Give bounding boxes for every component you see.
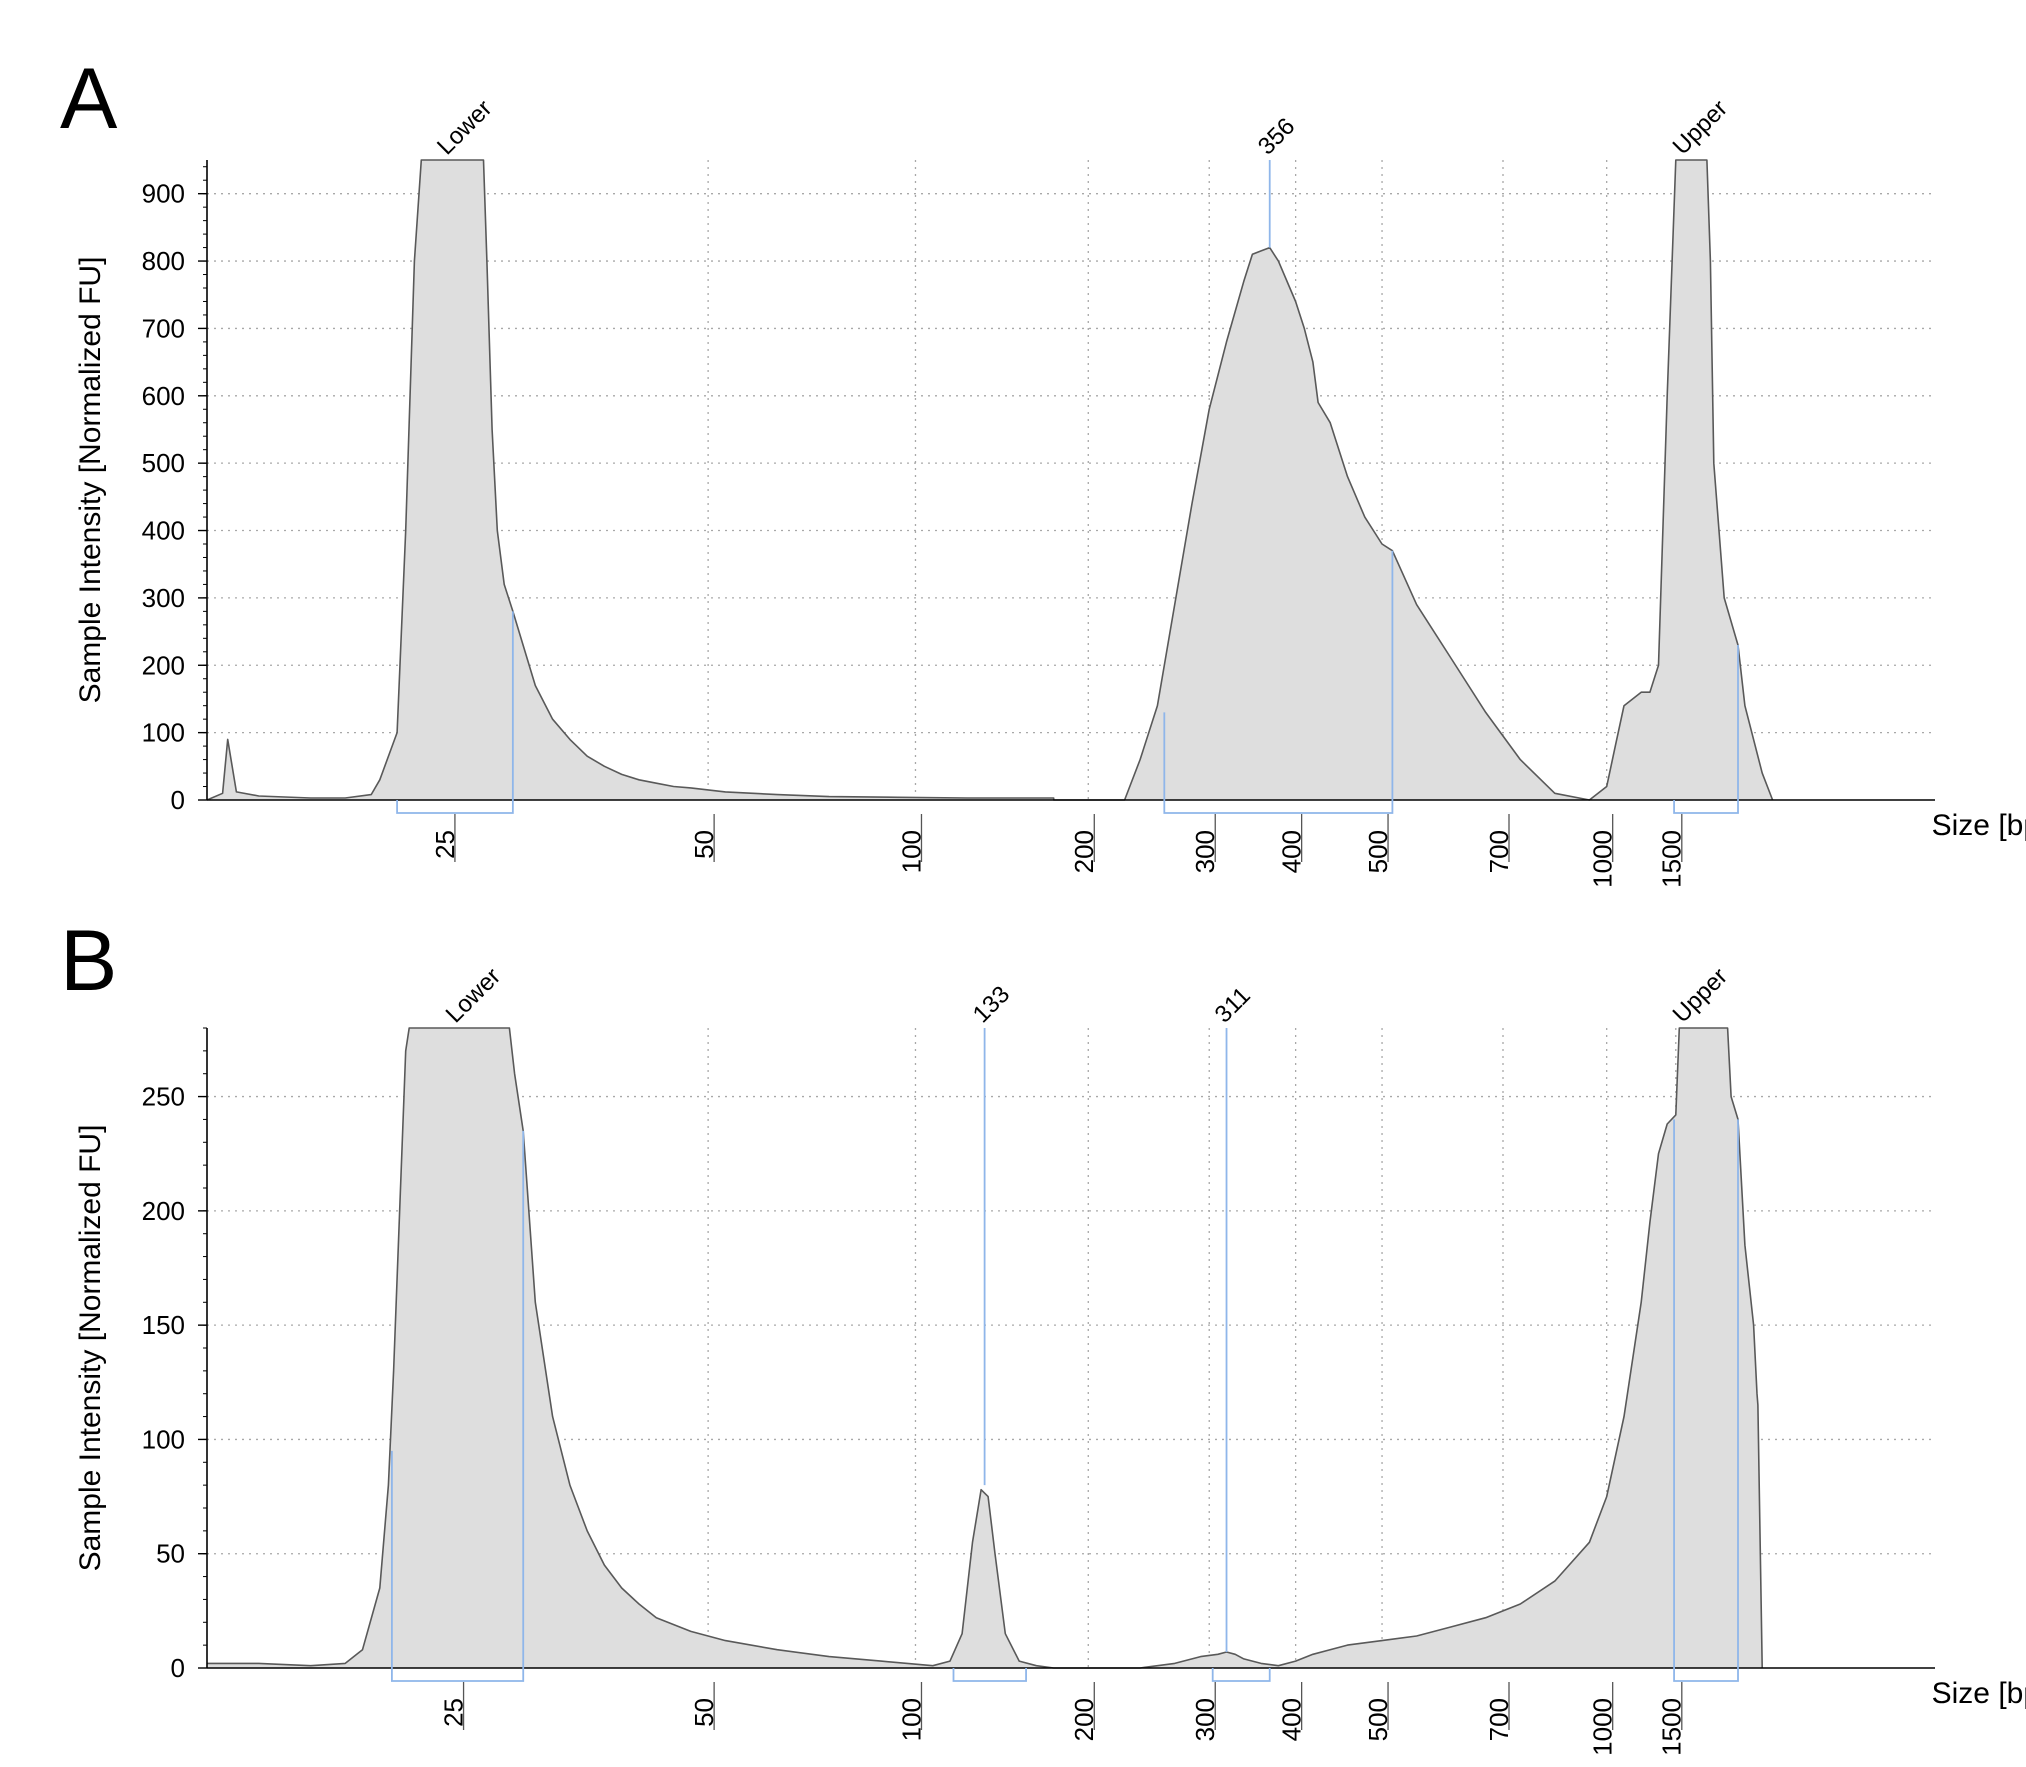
x-tick-label: 500 — [1363, 1698, 1393, 1741]
peak-label: Upper — [1668, 963, 1733, 1028]
x-tick-label: 1500 — [1657, 1698, 1687, 1756]
x-tick-label: 400 — [1277, 1698, 1307, 1741]
y-tick-label: 700 — [142, 313, 185, 343]
x-tick-label: 25 — [438, 1698, 468, 1727]
x-tick-label: 200 — [1069, 830, 1099, 873]
y-tick-label: 100 — [142, 1424, 185, 1454]
region-bracket — [1673, 800, 1739, 814]
panel-label: A — [60, 51, 118, 147]
y-axis-label: Sample Intensity [Normalized FU] — [74, 257, 107, 704]
trace-line — [206, 159, 1774, 801]
peak-label: 356 — [1253, 113, 1300, 160]
y-tick-label: 200 — [142, 650, 185, 680]
peak-label: Lower — [441, 963, 506, 1028]
x-tick-label: 1000 — [1588, 1698, 1618, 1756]
x-tick-label: 1500 — [1657, 830, 1687, 888]
region-bracket — [396, 800, 514, 814]
x-axis-label: Size [bp] — [1932, 1677, 2026, 1710]
y-axis-label: Sample Intensity [Normalized FU] — [74, 1125, 107, 1572]
panel-b: B 0 50 100 150 200 250 Sample Intensity [Normal… — [60, 913, 2026, 1756]
y-tick-label: 400 — [142, 516, 185, 546]
y-tick-label: 500 — [142, 448, 185, 478]
x-tick-label: 50 — [689, 830, 719, 859]
region-bracket — [1163, 800, 1394, 814]
y-tick-label: 0 — [171, 1653, 185, 1683]
trace-area — [207, 1028, 1763, 1668]
peak-label: 311 — [1210, 982, 1256, 1028]
y-tick-label: 150 — [142, 1310, 185, 1340]
y-tick-label: 50 — [156, 1539, 185, 1569]
peak-label: 133 — [968, 981, 1015, 1028]
x-tick-label: 300 — [1190, 1698, 1220, 1741]
panel-label: B — [60, 913, 117, 1009]
peak-label: Lower — [432, 95, 497, 160]
x-tick-label: 200 — [1069, 1698, 1099, 1741]
x-tick-label: 25 — [430, 830, 460, 859]
x-tick-label: 700 — [1484, 830, 1514, 873]
trace-area — [207, 160, 1773, 800]
region-bracket — [390, 1668, 525, 1682]
x-tick-label: 100 — [896, 1698, 926, 1741]
y-tick-label: 200 — [142, 1196, 185, 1226]
y-tick-label: 900 — [142, 179, 185, 209]
region-bracket — [1211, 1668, 1271, 1682]
y-tick-label: 250 — [142, 1082, 185, 1112]
x-tick-label: 1000 — [1588, 830, 1618, 888]
peak-label: Upper — [1668, 95, 1733, 160]
panel-a: A 0 100 200 300 400 500 600 700 800 900 Sample Inte… — [60, 51, 2026, 888]
y-tick-label: 600 — [142, 381, 185, 411]
x-tick-label: 500 — [1363, 830, 1393, 873]
y-tick-label: 0 — [171, 785, 185, 815]
y-tick-label: 800 — [142, 246, 185, 276]
region-bracket — [952, 1668, 1027, 1682]
x-tick-label: 100 — [896, 830, 926, 873]
x-tick-label: 50 — [689, 1698, 719, 1727]
y-tick-label: 300 — [142, 583, 185, 613]
x-tick-label: 400 — [1277, 830, 1307, 873]
x-tick-label: 700 — [1484, 1698, 1514, 1741]
region-bracket — [1673, 1668, 1739, 1682]
x-tick-label: 300 — [1190, 830, 1220, 873]
x-axis-label: Size [bp] — [1932, 809, 2026, 842]
y-tick-label: 100 — [142, 718, 185, 748]
